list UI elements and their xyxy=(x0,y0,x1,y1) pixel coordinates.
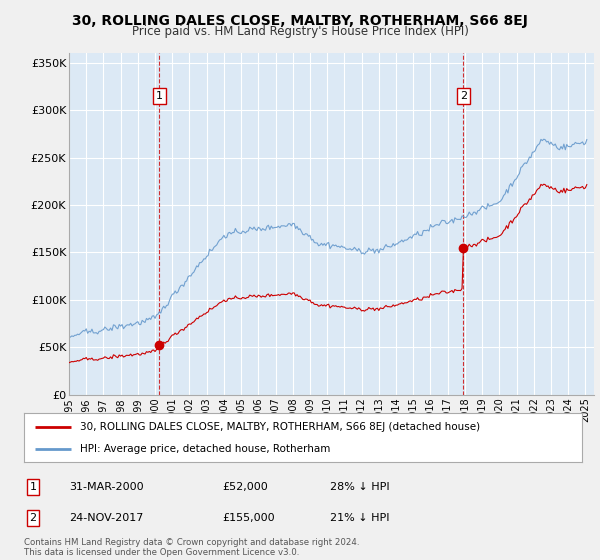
Text: 1: 1 xyxy=(29,482,37,492)
Text: 28% ↓ HPI: 28% ↓ HPI xyxy=(330,482,389,492)
Text: 2: 2 xyxy=(29,513,37,523)
Text: 1: 1 xyxy=(156,91,163,101)
Text: 2: 2 xyxy=(460,91,467,101)
Text: Contains HM Land Registry data © Crown copyright and database right 2024.
This d: Contains HM Land Registry data © Crown c… xyxy=(24,538,359,557)
Text: Price paid vs. HM Land Registry's House Price Index (HPI): Price paid vs. HM Land Registry's House … xyxy=(131,25,469,38)
Text: 21% ↓ HPI: 21% ↓ HPI xyxy=(330,513,389,523)
Text: 30, ROLLING DALES CLOSE, MALTBY, ROTHERHAM, S66 8EJ: 30, ROLLING DALES CLOSE, MALTBY, ROTHERH… xyxy=(72,14,528,28)
Text: 31-MAR-2000: 31-MAR-2000 xyxy=(69,482,143,492)
Text: £52,000: £52,000 xyxy=(222,482,268,492)
Text: 24-NOV-2017: 24-NOV-2017 xyxy=(69,513,143,523)
Text: 30, ROLLING DALES CLOSE, MALTBY, ROTHERHAM, S66 8EJ (detached house): 30, ROLLING DALES CLOSE, MALTBY, ROTHERH… xyxy=(80,422,480,432)
Text: £155,000: £155,000 xyxy=(222,513,275,523)
Text: HPI: Average price, detached house, Rotherham: HPI: Average price, detached house, Roth… xyxy=(80,444,330,454)
